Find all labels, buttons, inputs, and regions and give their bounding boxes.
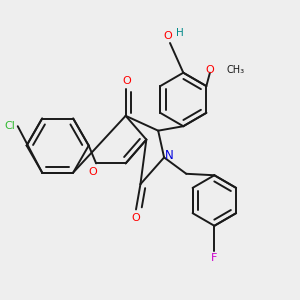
Text: H: H bbox=[176, 28, 184, 38]
Text: O: O bbox=[89, 167, 98, 177]
Text: O: O bbox=[163, 31, 172, 40]
Text: F: F bbox=[211, 254, 218, 263]
Text: N: N bbox=[165, 148, 174, 162]
Text: O: O bbox=[132, 213, 140, 224]
Text: Cl: Cl bbox=[4, 121, 15, 131]
Text: O: O bbox=[206, 65, 214, 75]
Text: O: O bbox=[123, 76, 131, 86]
Text: CH₃: CH₃ bbox=[226, 65, 244, 75]
